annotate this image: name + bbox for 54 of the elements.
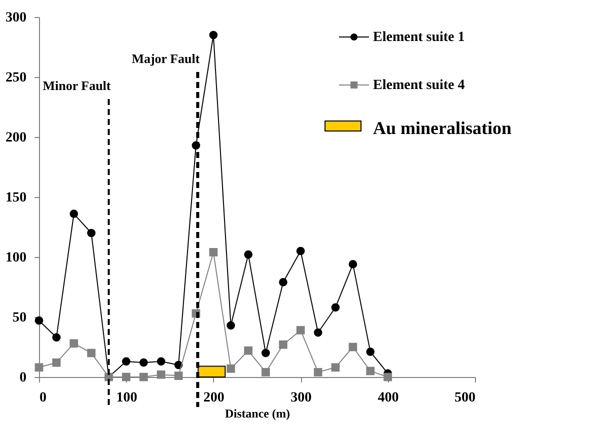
point (174, 372, 183, 380)
x-tick-label: 100 (116, 390, 138, 406)
ref-line-label: Major Fault (132, 51, 200, 66)
point (296, 246, 305, 256)
legend-label: Element suite 1 (373, 30, 465, 45)
point (296, 326, 305, 334)
point (278, 278, 288, 286)
point (244, 346, 252, 355)
point (278, 340, 288, 349)
point (139, 372, 148, 382)
point (209, 248, 218, 256)
point (209, 30, 218, 40)
y-tick-label: 150 (6, 190, 26, 206)
point (331, 303, 340, 312)
point (226, 321, 236, 330)
point (87, 228, 96, 238)
x-tick-label: 300 (290, 390, 312, 406)
x-axis-title: Distance (m) (225, 406, 290, 420)
point (139, 358, 148, 367)
point (348, 260, 358, 268)
ref-line-label: Minor Fault (42, 78, 112, 93)
y-tick-label: 100 (6, 250, 26, 266)
y-tick-label: 200 (6, 130, 26, 146)
point (226, 364, 236, 373)
point (87, 348, 96, 358)
point (366, 366, 375, 376)
point (34, 316, 44, 325)
y-tick-label: 300 (6, 10, 26, 26)
point (262, 348, 270, 358)
x-tick-label: 500 (454, 390, 476, 406)
point (70, 210, 78, 218)
x-tick-label: 200 (203, 390, 224, 406)
point (156, 357, 166, 366)
point (122, 372, 130, 382)
point (348, 342, 358, 352)
point (244, 250, 252, 259)
point (52, 333, 61, 342)
point (314, 368, 322, 376)
legend-label: Au mineralisation (373, 118, 512, 138)
point (366, 348, 375, 356)
point (122, 357, 130, 366)
point (156, 370, 166, 379)
y-tick-label: 50 (12, 310, 26, 326)
legend-label: Element suite 4 (373, 78, 465, 93)
y-tick-label: 250 (6, 70, 26, 86)
x-tick-label: 0 (40, 390, 46, 406)
x-tick-label: 400 (378, 390, 399, 406)
point (331, 363, 340, 372)
point (262, 368, 270, 376)
point (70, 339, 78, 348)
point (314, 328, 322, 337)
point (52, 358, 61, 367)
point (34, 363, 44, 372)
y-tick-label: 0 (20, 370, 26, 386)
